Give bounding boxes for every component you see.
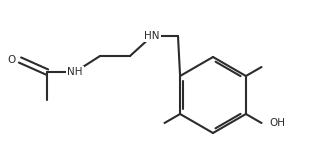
Text: NH: NH bbox=[67, 67, 83, 77]
Text: OH: OH bbox=[270, 118, 285, 128]
Text: O: O bbox=[8, 55, 16, 65]
Text: HN: HN bbox=[144, 31, 160, 41]
